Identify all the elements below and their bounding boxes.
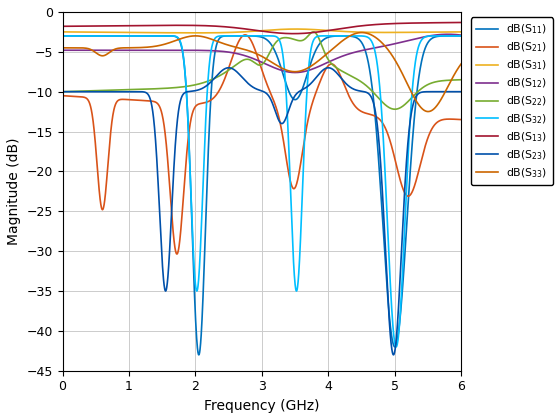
- dB(S$_{23}$): [374, 118, 380, 123]
- dB(S$_{13}$): [374, 22, 380, 27]
- dB(S$_{11}$): [242, 33, 249, 38]
- dB(S$_{21}$): [59, 93, 66, 98]
- Line: dB(S$_{32}$): dB(S$_{32}$): [63, 36, 461, 347]
- Line: dB(S$_{33}$): dB(S$_{33}$): [63, 32, 461, 112]
- dB(S$_{12}$): [374, 45, 380, 50]
- dB(S$_{31}$): [80, 29, 86, 34]
- dB(S$_{31}$): [253, 29, 260, 34]
- dB(S$_{22}$): [80, 89, 86, 94]
- dB(S$_{13}$): [458, 20, 465, 25]
- dB(S$_{22}$): [310, 29, 316, 34]
- dB(S$_{33}$): [374, 36, 380, 41]
- dB(S$_{11}$): [59, 33, 66, 38]
- Line: dB(S$_{13}$): dB(S$_{13}$): [63, 23, 461, 34]
- dB(S$_{12}$): [253, 58, 260, 63]
- dB(S$_{22}$): [374, 94, 380, 99]
- dB(S$_{31}$): [458, 29, 465, 34]
- dB(S$_{33}$): [80, 45, 86, 50]
- dB(S$_{32}$): [253, 33, 260, 38]
- dB(S$_{11}$): [446, 33, 453, 38]
- Line: dB(S$_{11}$): dB(S$_{11}$): [63, 36, 461, 355]
- dB(S$_{11}$): [458, 33, 465, 38]
- dB(S$_{13}$): [80, 24, 86, 29]
- dB(S$_{31}$): [447, 29, 454, 34]
- dB(S$_{13}$): [253, 28, 260, 33]
- dB(S$_{21}$): [243, 33, 250, 38]
- dB(S$_{33}$): [447, 80, 454, 85]
- dB(S$_{32}$): [59, 33, 66, 38]
- Line: dB(S$_{21}$): dB(S$_{21}$): [63, 35, 461, 254]
- Line: dB(S$_{12}$): dB(S$_{12}$): [63, 34, 461, 73]
- dB(S$_{23}$): [253, 87, 260, 92]
- dB(S$_{32}$): [446, 33, 453, 38]
- dB(S$_{13}$): [59, 24, 66, 29]
- Line: dB(S$_{23}$): dB(S$_{23}$): [63, 68, 461, 355]
- dB(S$_{23}$): [458, 89, 465, 94]
- dB(S$_{22}$): [242, 57, 249, 62]
- Y-axis label: Magnitude (dB): Magnitude (dB): [7, 138, 21, 245]
- dB(S$_{32}$): [242, 33, 249, 38]
- dB(S$_{32}$): [393, 344, 399, 349]
- dB(S$_{22}$): [253, 61, 260, 66]
- dB(S$_{33}$): [242, 47, 249, 52]
- dB(S$_{31}$): [374, 30, 380, 35]
- dB(S$_{23}$): [242, 79, 249, 84]
- dB(S$_{12}$): [447, 32, 454, 37]
- dB(S$_{11}$): [446, 33, 453, 38]
- dB(S$_{21}$): [447, 117, 454, 122]
- dB(S$_{23}$): [446, 89, 453, 94]
- Line: dB(S$_{22}$): dB(S$_{22}$): [63, 32, 461, 109]
- dB(S$_{33}$): [458, 61, 465, 66]
- dB(S$_{32}$): [373, 57, 380, 62]
- dB(S$_{33}$): [425, 109, 432, 114]
- dB(S$_{13}$): [290, 31, 297, 36]
- X-axis label: Frequency (GHz): Frequency (GHz): [204, 399, 320, 413]
- dB(S$_{12}$): [242, 53, 249, 58]
- dB(S$_{33}$): [253, 51, 260, 56]
- dB(S$_{31}$): [292, 26, 299, 32]
- dB(S$_{13}$): [242, 26, 249, 32]
- dB(S$_{32}$): [80, 33, 86, 38]
- dB(S$_{13}$): [446, 20, 453, 25]
- dB(S$_{11}$): [374, 132, 380, 137]
- dB(S$_{11}$): [80, 33, 86, 38]
- dB(S$_{21}$): [458, 117, 465, 122]
- dB(S$_{22}$): [59, 89, 66, 94]
- dB(S$_{12}$): [445, 32, 451, 37]
- dB(S$_{23}$): [80, 89, 86, 94]
- dB(S$_{12}$): [59, 48, 66, 53]
- dB(S$_{12}$): [458, 33, 465, 38]
- dB(S$_{21}$): [174, 252, 180, 257]
- dB(S$_{11}$): [195, 352, 202, 357]
- Legend: dB(S$_{11}$), dB(S$_{21}$), dB(S$_{31}$), dB(S$_{12}$), dB(S$_{22}$), dB(S$_{32}: dB(S$_{11}$), dB(S$_{21}$), dB(S$_{31}$)…: [470, 17, 553, 185]
- dB(S$_{23}$): [447, 89, 454, 94]
- dB(S$_{22}$): [446, 78, 453, 83]
- dB(S$_{12}$): [80, 48, 86, 53]
- dB(S$_{33}$): [446, 80, 453, 85]
- dB(S$_{32}$): [446, 33, 453, 38]
- Line: dB(S$_{31}$): dB(S$_{31}$): [63, 29, 461, 33]
- dB(S$_{22}$): [458, 77, 465, 82]
- dB(S$_{33}$): [59, 45, 66, 50]
- dB(S$_{12}$): [446, 32, 453, 37]
- dB(S$_{21}$): [80, 94, 86, 100]
- dB(S$_{12}$): [292, 70, 298, 75]
- dB(S$_{23}$): [225, 65, 232, 70]
- dB(S$_{21}$): [374, 115, 380, 120]
- dB(S$_{31}$): [242, 29, 249, 34]
- dB(S$_{22}$): [391, 107, 398, 112]
- dB(S$_{21}$): [254, 52, 260, 57]
- dB(S$_{31}$): [59, 29, 66, 34]
- dB(S$_{11}$): [253, 34, 260, 39]
- dB(S$_{22}$): [447, 78, 454, 83]
- dB(S$_{31}$): [194, 30, 200, 35]
- dB(S$_{23}$): [59, 89, 66, 94]
- dB(S$_{21}$): [242, 32, 249, 37]
- dB(S$_{33}$): [358, 30, 365, 35]
- dB(S$_{32}$): [458, 33, 465, 38]
- dB(S$_{13}$): [446, 20, 453, 25]
- dB(S$_{23}$): [390, 352, 397, 357]
- dB(S$_{21}$): [446, 117, 453, 122]
- dB(S$_{31}$): [446, 29, 453, 34]
